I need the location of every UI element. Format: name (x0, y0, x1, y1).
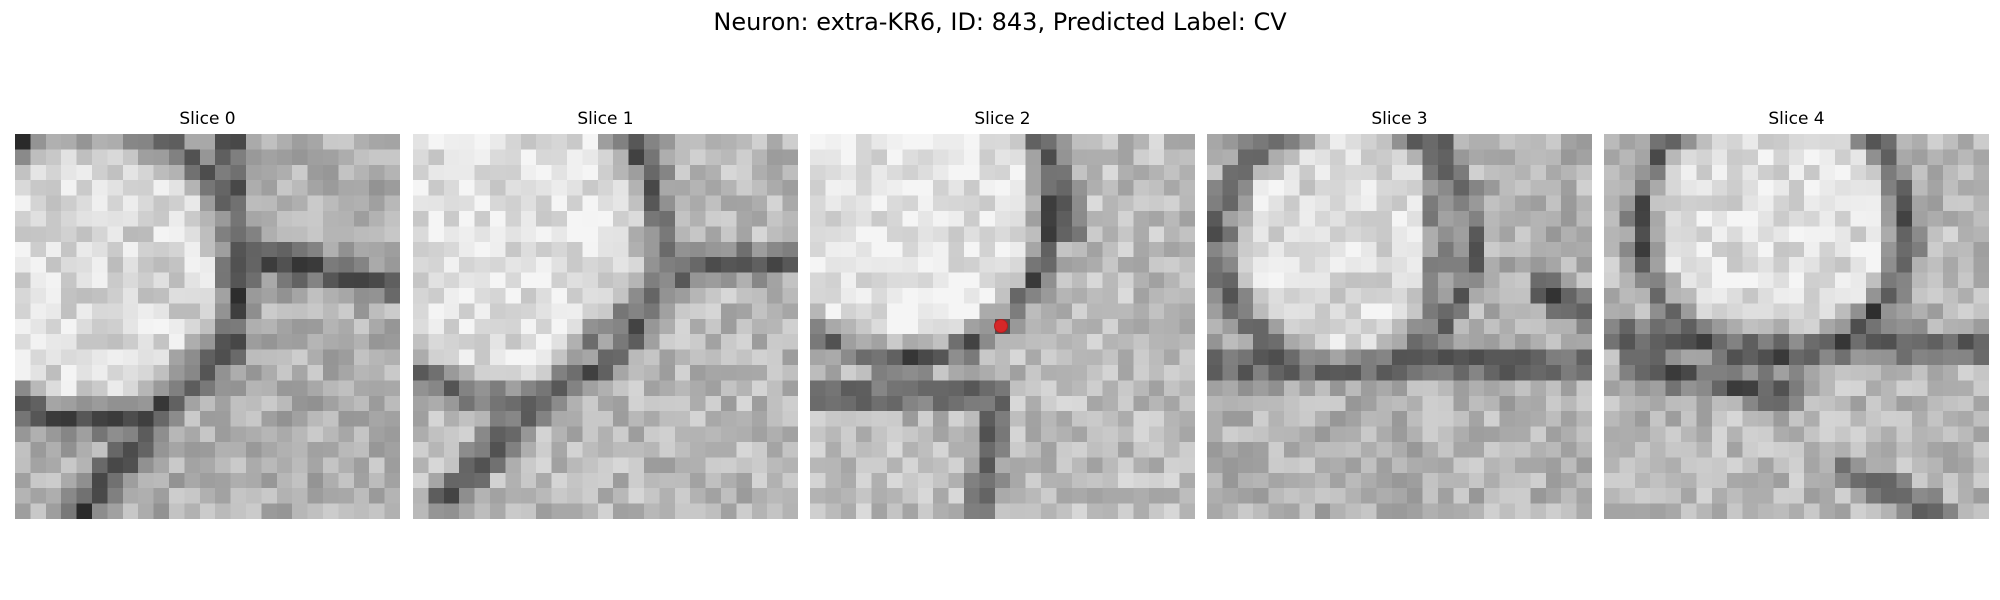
slice-title-1: Slice 1 (577, 109, 634, 129)
slice-title-0: Slice 0 (179, 109, 236, 129)
slice-title-3: Slice 3 (1371, 109, 1428, 129)
slice-image-4 (1604, 134, 1989, 519)
slice-title-4: Slice 4 (1768, 109, 1825, 129)
slice-image-1 (413, 134, 798, 519)
slice-title-2: Slice 2 (974, 109, 1031, 129)
figure-title: Neuron: extra-KR6, ID: 843, Predicted La… (713, 8, 1287, 36)
center-marker-dot (994, 319, 1008, 333)
slice-image-3 (1207, 134, 1592, 519)
slice-image-0 (15, 134, 400, 519)
